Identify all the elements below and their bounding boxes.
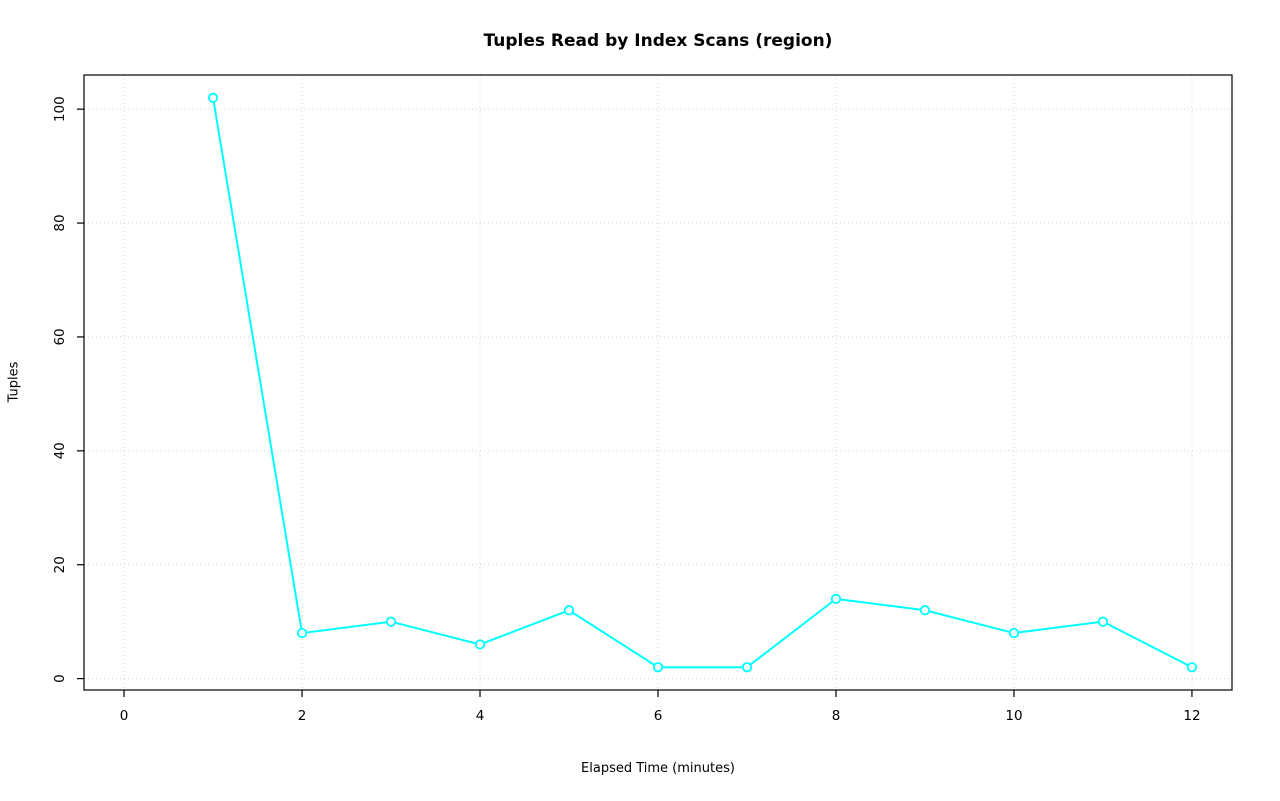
data-point — [563, 605, 575, 616]
y-tick-label: 40 — [52, 442, 68, 459]
x-tick-label: 6 — [654, 708, 663, 724]
data-point — [919, 605, 931, 616]
x-tick-label: 8 — [832, 708, 841, 724]
chart-title: Tuples Read by Index Scans (region) — [483, 31, 833, 51]
x-axis-label: Elapsed Time (minutes) — [581, 761, 735, 776]
y-tick-label: 60 — [52, 328, 68, 345]
y-tick-label: 0 — [52, 674, 68, 683]
x-tick-label: 12 — [1183, 708, 1200, 724]
x-tick-label: 2 — [298, 708, 307, 724]
y-tick-label: 100 — [52, 96, 68, 122]
data-point — [474, 639, 486, 650]
x-tick-label: 0 — [120, 708, 129, 724]
data-point — [1186, 662, 1198, 673]
y-tick-label: 20 — [52, 556, 68, 573]
y-axis-label: Tuples — [6, 361, 22, 403]
data-point — [830, 593, 842, 604]
series-line — [212, 96, 1193, 669]
data-point — [207, 92, 219, 103]
data-point — [1008, 627, 1020, 639]
data-point — [1097, 616, 1109, 627]
x-tick-label: 4 — [476, 708, 485, 724]
y-tick-label: 80 — [52, 214, 68, 231]
data-point — [296, 627, 308, 639]
data-point — [385, 616, 397, 627]
data-point — [741, 662, 753, 673]
data-point — [652, 662, 664, 673]
x-tick-label: 10 — [1005, 708, 1022, 724]
